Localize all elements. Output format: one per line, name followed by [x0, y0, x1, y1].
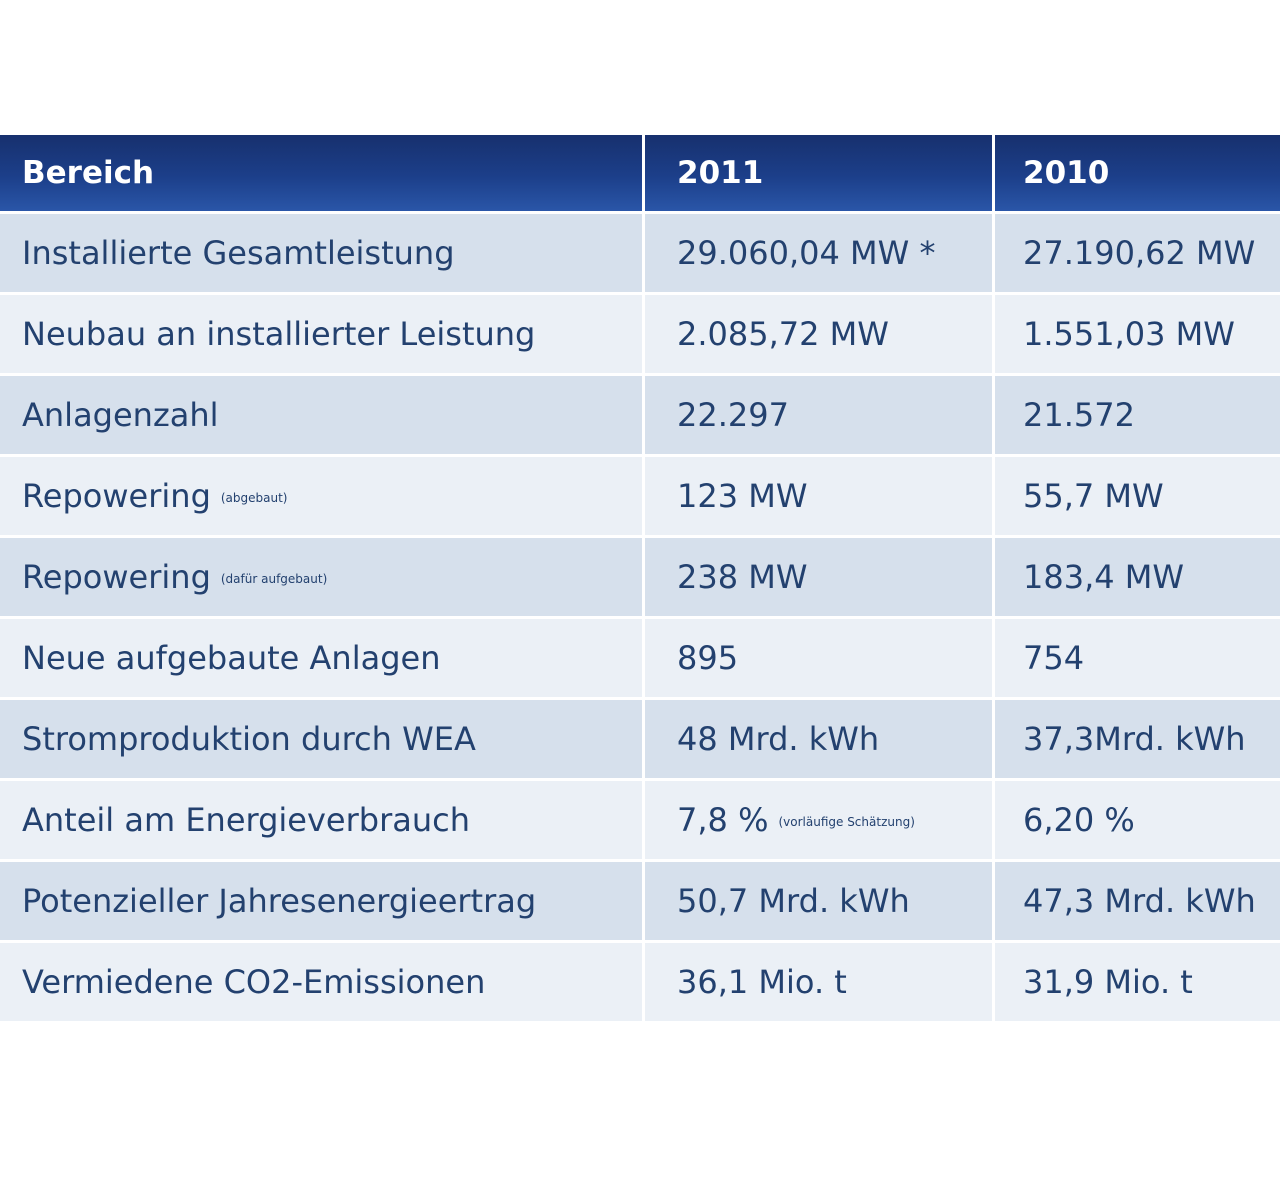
cell-text: 183,4 MW [1023, 558, 1185, 596]
value-2010-cell: 55,7 MW [995, 454, 1280, 535]
cell-text: 123 MW [677, 477, 808, 515]
table-row: Potenzieller Jahresenergieertrag 50,7 Mrd… [0, 859, 1280, 940]
cell-note: (abgebaut) [220, 491, 288, 505]
cell-text: 29.060,04 MW * [677, 234, 936, 272]
value-2010-cell: 183,4 MW [995, 535, 1280, 616]
header-row: Bereich 2011 2010 [0, 135, 1280, 211]
table-row: Repowering (abgebaut) 123 MW 55,7 MW [0, 454, 1280, 535]
header-2011: 2011 [645, 135, 995, 211]
cell-text: Vermiedene CO2-Emissionen [22, 963, 486, 1001]
value-2011-cell: 50,7 Mrd. kWh [645, 859, 995, 940]
value-2011-cell: 22.297 [645, 373, 995, 454]
cell-note: (dafür aufgebaut) [220, 572, 328, 586]
cell-text: Repowering [22, 558, 211, 596]
header-2010: 2010 [995, 135, 1280, 211]
cell-text: Stromproduktion durch WEA [22, 720, 476, 758]
value-2010-cell: 47,3 Mrd. kWh [995, 859, 1280, 940]
value-2010-cell: 1.551,03 MW [995, 292, 1280, 373]
cell-text: 31,9 Mio. t [1023, 963, 1193, 1001]
cell-text: 27.190,62 MW [1023, 234, 1256, 272]
value-2011-cell: 895 [645, 616, 995, 697]
value-2011-cell: 2.085,72 MW [645, 292, 995, 373]
table-row: Vermiedene CO2-Emissionen 36,1 Mio. t 31,9… [0, 940, 1280, 1021]
value-2010-cell: 37,3Mrd. kWh [995, 697, 1280, 778]
table-body: Installierte Gesamtleistung 29.060,04 MW … [0, 211, 1280, 1021]
cell-text: 47,3 Mrd. kWh [1023, 882, 1256, 920]
table-row: Stromproduktion durch WEA 48 Mrd. kWh 37,3… [0, 697, 1280, 778]
value-2010-cell: 27.190,62 MW [995, 211, 1280, 292]
value-2011-cell: 36,1 Mio. t [645, 940, 995, 1021]
cell-text: Installierte Gesamtleistung [22, 234, 455, 272]
value-2011-cell: 123 MW [645, 454, 995, 535]
row-label-cell: Neue aufgebaute Anlagen [0, 616, 645, 697]
cell-text: Potenzieller Jahresenergieertrag [22, 882, 537, 920]
cell-text: 36,1 Mio. t [677, 963, 847, 1001]
row-label-cell: Repowering (dafür aufgebaut) [0, 535, 645, 616]
table-row: Neue aufgebaute Anlagen 895 754 [0, 616, 1280, 697]
cell-text: 238 MW [677, 558, 808, 596]
data-table-container: Bereich 2011 2010 Installierte Gesamtlei… [0, 135, 1280, 1021]
table-row: Anlagenzahl 22.297 21.572 [0, 373, 1280, 454]
row-label-cell: Stromproduktion durch WEA [0, 697, 645, 778]
cell-text: 895 [677, 639, 739, 677]
cell-text: 7,8 % [677, 801, 769, 839]
value-2011-cell: 29.060,04 MW * [645, 211, 995, 292]
cell-text: 55,7 MW [1023, 477, 1164, 515]
cell-text: Repowering [22, 477, 211, 515]
value-2010-cell: 6,20 % [995, 778, 1280, 859]
table-header: Bereich 2011 2010 [0, 135, 1280, 211]
value-2010-cell: 754 [995, 616, 1280, 697]
table-row: Neubau an installierter Leistung 2.085,72… [0, 292, 1280, 373]
value-2010-cell: 21.572 [995, 373, 1280, 454]
row-label-cell: Repowering (abgebaut) [0, 454, 645, 535]
row-label-cell: Vermiedene CO2-Emissionen [0, 940, 645, 1021]
cell-text: 21.572 [1023, 396, 1135, 434]
cell-text: Anlagenzahl [22, 396, 219, 434]
value-2011-cell: 238 MW [645, 535, 995, 616]
value-2011-cell: 48 Mrd. kWh [645, 697, 995, 778]
cell-text: 754 [1023, 639, 1085, 677]
wind-energy-table: Bereich 2011 2010 Installierte Gesamtlei… [0, 135, 1280, 1021]
cell-note: (vorläufige Schätzung) [778, 815, 915, 829]
value-2010-cell: 31,9 Mio. t [995, 940, 1280, 1021]
row-label-cell: Anlagenzahl [0, 373, 645, 454]
table-row: Repowering (dafür aufgebaut) 238 MW 183,4 M… [0, 535, 1280, 616]
value-2011-cell: 7,8 % (vorläufige Schätzung) [645, 778, 995, 859]
row-label-cell: Anteil am Energieverbrauch [0, 778, 645, 859]
cell-text: 48 Mrd. kWh [677, 720, 880, 758]
header-bereich: Bereich [0, 135, 645, 211]
cell-text: 22.297 [677, 396, 789, 434]
cell-text: 50,7 Mrd. kWh [677, 882, 910, 920]
row-label-cell: Installierte Gesamtleistung [0, 211, 645, 292]
cell-text: 6,20 % [1023, 801, 1135, 839]
cell-text: 1.551,03 MW [1023, 315, 1235, 353]
cell-text: Neue aufgebaute Anlagen [22, 639, 441, 677]
cell-text: 2.085,72 MW [677, 315, 889, 353]
cell-text: Neubau an installierter Leistung [22, 315, 536, 353]
row-label-cell: Potenzieller Jahresenergieertrag [0, 859, 645, 940]
cell-text: 37,3Mrd. kWh [1023, 720, 1246, 758]
cell-text: Anteil am Energieverbrauch [22, 801, 470, 839]
table-row: Anteil am Energieverbrauch 7,8 % (vorläufi… [0, 778, 1280, 859]
row-label-cell: Neubau an installierter Leistung [0, 292, 645, 373]
table-row: Installierte Gesamtleistung 29.060,04 MW … [0, 211, 1280, 292]
